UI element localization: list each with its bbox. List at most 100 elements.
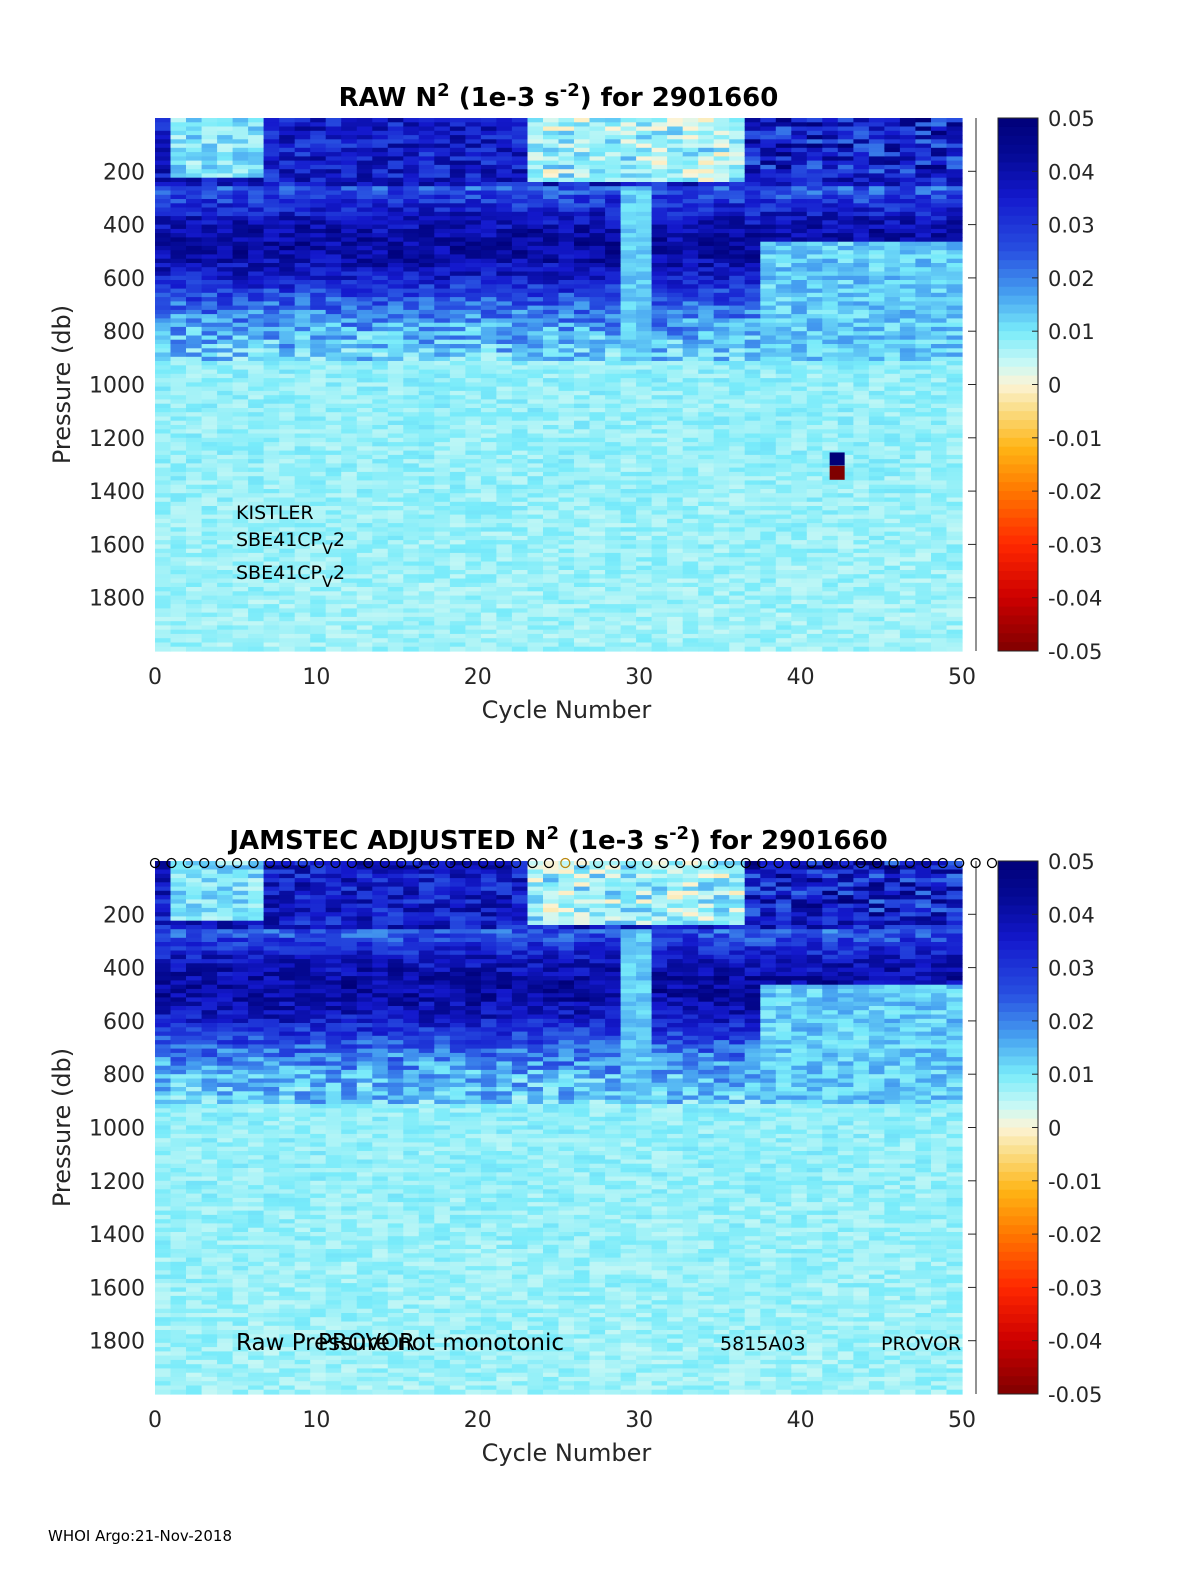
heatmap-cell xyxy=(620,493,637,499)
heatmap-cell xyxy=(729,548,746,554)
heatmap-cell xyxy=(543,557,560,563)
heatmap-cell xyxy=(434,348,451,354)
heatmap-cell xyxy=(201,429,218,435)
heatmap-cell xyxy=(558,135,575,140)
heatmap-cell xyxy=(636,638,653,644)
heatmap-cell xyxy=(372,365,389,371)
heatmap-cell xyxy=(248,489,265,494)
heatmap-cell xyxy=(698,612,715,618)
heatmap-cell xyxy=(527,373,544,379)
heatmap-cell xyxy=(682,331,699,337)
heatmap-cell xyxy=(496,258,513,264)
heatmap-cell xyxy=(248,552,265,558)
heatmap-cell xyxy=(744,139,761,145)
heatmap-cell xyxy=(465,403,482,409)
heatmap-cell xyxy=(294,433,311,439)
heatmap-cell xyxy=(201,390,218,396)
heatmap-cell xyxy=(620,190,637,196)
heatmap-cell xyxy=(589,143,606,149)
heatmap-cell xyxy=(217,254,234,260)
heatmap-cell xyxy=(620,548,637,554)
heatmap-cell xyxy=(744,194,761,200)
heatmap-cell xyxy=(713,599,730,605)
heatmap-cell xyxy=(325,348,342,354)
heatmap-cell xyxy=(558,412,575,418)
heatmap-cell xyxy=(667,182,684,187)
heatmap-cell xyxy=(186,395,203,401)
heatmap-cell xyxy=(651,224,668,230)
heatmap-cell xyxy=(155,339,172,345)
heatmap-cell xyxy=(155,348,172,354)
heatmap-cell xyxy=(667,301,684,307)
heatmap-cell xyxy=(341,164,358,170)
heatmap-cell xyxy=(186,638,203,644)
heatmap-cell xyxy=(356,271,373,277)
heatmap-cell xyxy=(217,616,234,622)
heatmap-cell xyxy=(651,284,668,290)
heatmap-cell xyxy=(279,548,296,554)
heatmap-cell xyxy=(527,638,544,644)
heatmap-cell xyxy=(543,301,560,307)
heatmap-cell xyxy=(170,190,187,196)
heatmap-cell xyxy=(605,582,622,588)
heatmap-cell xyxy=(574,356,591,362)
heatmap-cell xyxy=(279,531,296,537)
heatmap-cell xyxy=(387,540,404,545)
heatmap-cell xyxy=(418,467,435,473)
heatmap-cell xyxy=(449,356,466,362)
heatmap-cell xyxy=(713,420,730,426)
heatmap-cell xyxy=(465,305,482,311)
heatmap-cell xyxy=(263,382,280,388)
heatmap-cell xyxy=(248,314,265,319)
heatmap-cell xyxy=(744,348,761,354)
heatmap-cell xyxy=(418,339,435,345)
heatmap-cell xyxy=(449,284,466,290)
heatmap-cell xyxy=(170,275,187,281)
heatmap-cell xyxy=(543,467,560,473)
heatmap-cell xyxy=(465,139,482,145)
heatmap-cell xyxy=(713,177,730,183)
heatmap-cell xyxy=(201,126,218,132)
heatmap-cell xyxy=(574,412,591,418)
heatmap-cell xyxy=(387,386,404,392)
heatmap-cell xyxy=(589,484,606,490)
heatmap-cell xyxy=(248,186,265,192)
heatmap-cell xyxy=(217,203,234,209)
heatmap-cell xyxy=(310,160,327,166)
heatmap-cell xyxy=(449,429,466,435)
heatmap-cell xyxy=(294,216,311,221)
heatmap-cell xyxy=(248,599,265,605)
heatmap-cell xyxy=(651,199,668,204)
heatmap-cell xyxy=(480,356,497,362)
heatmap-cell xyxy=(496,373,513,379)
heatmap-cell xyxy=(605,245,622,251)
heatmap-cell xyxy=(418,135,435,140)
heatmap-cell xyxy=(232,190,249,196)
heatmap-cell xyxy=(186,408,203,413)
heatmap-cell xyxy=(418,582,435,588)
heatmap-cell xyxy=(589,335,606,341)
heatmap-cell xyxy=(372,501,389,507)
heatmap-cell xyxy=(201,467,218,473)
heatmap-cell xyxy=(217,599,234,605)
heatmap-cell xyxy=(543,147,560,153)
heatmap-cell xyxy=(279,241,296,247)
heatmap-cell xyxy=(636,331,653,337)
heatmap-cell xyxy=(248,122,265,128)
heatmap-cell xyxy=(155,612,172,618)
heatmap-cell xyxy=(760,565,777,571)
heatmap-cell xyxy=(605,216,622,221)
heatmap-cell xyxy=(449,378,466,383)
heatmap-cell xyxy=(760,160,777,166)
heatmap-cell xyxy=(574,297,591,302)
heatmap-cell xyxy=(232,591,249,597)
heatmap-cell xyxy=(201,463,218,469)
heatmap-cell xyxy=(496,429,513,435)
heatmap-cell xyxy=(356,284,373,290)
heatmap-cell xyxy=(667,544,684,550)
heatmap-cell xyxy=(620,301,637,307)
heatmap-cell xyxy=(744,220,761,226)
heatmap-cell xyxy=(217,450,234,456)
heatmap-cell xyxy=(760,612,777,618)
heatmap-cell xyxy=(201,245,218,251)
